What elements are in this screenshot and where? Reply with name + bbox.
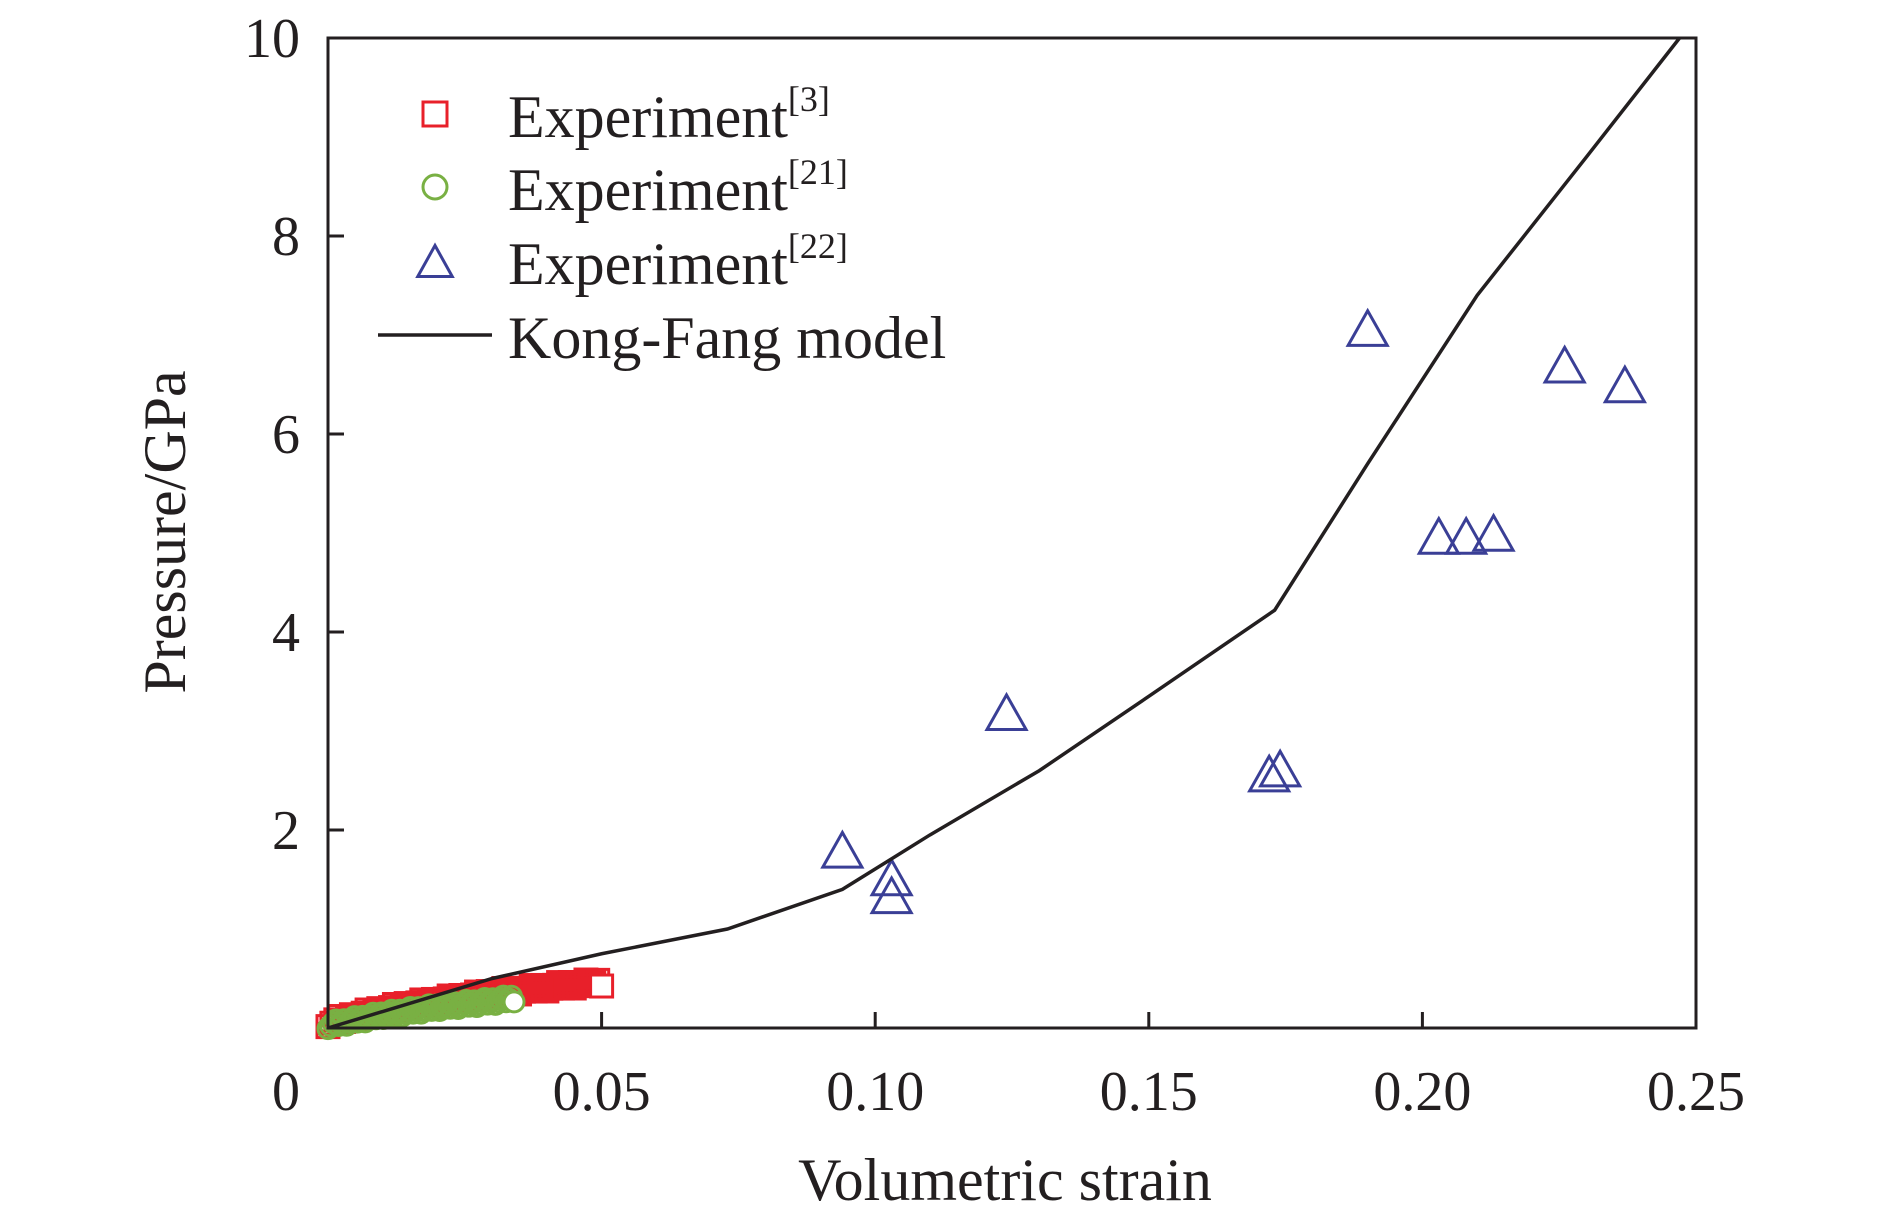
y-tick-label: 2	[272, 800, 300, 862]
model-line	[327, 36, 1681, 1030]
plot-series	[315, 36, 1681, 1041]
plot-frame	[326, 36, 1698, 1030]
data-point	[1345, 307, 1390, 347]
legend-item: Experiment[3]	[421, 79, 830, 150]
legend: Experiment[3]Experiment[21]Experiment[22…	[378, 79, 946, 371]
legend-square-swatch	[421, 100, 449, 128]
x-tick-label: 0.20	[1373, 1061, 1471, 1123]
data-point	[589, 973, 615, 999]
legend-circle-swatch	[421, 173, 449, 201]
legend-label-text: Experiment	[508, 231, 788, 297]
data-point	[1258, 748, 1303, 788]
x-tick-label: 0.15	[1100, 1061, 1198, 1123]
data-point	[869, 874, 914, 915]
legend-label: Experiment[22]	[508, 226, 848, 297]
y-tick-label: 6	[272, 404, 300, 466]
series-line	[327, 36, 1681, 1030]
data-point	[1542, 344, 1587, 384]
data-point	[502, 990, 526, 1014]
axis-ticks: 0 0.05 0.10 0.15 0.20 0.25 2 4 6 8 10	[244, 8, 1745, 1123]
legend-reference: [21]	[788, 152, 848, 192]
legend-reference: [22]	[788, 226, 848, 266]
x-tick-label: 0.25	[1647, 1061, 1745, 1123]
y-axis-label: Pressure/GPa	[132, 370, 198, 693]
legend-triangle-swatch	[415, 242, 455, 278]
y-tick-label: 4	[272, 602, 300, 664]
x-tick-label: 0	[272, 1061, 300, 1123]
series-triangle	[820, 307, 1647, 915]
x-tick-label: 0.05	[553, 1061, 651, 1123]
legend-label-text: Kong-Fang model	[508, 305, 946, 371]
y-tick-label: 8	[272, 206, 300, 268]
legend-label: Experiment[21]	[508, 152, 848, 223]
legend-label-text: Experiment	[508, 84, 788, 150]
data-point	[984, 691, 1029, 731]
data-point	[1602, 364, 1647, 404]
legend-label: Experiment[3]	[508, 79, 830, 150]
x-axis-label: Volumetric strain	[798, 1147, 1212, 1213]
data-point	[1444, 515, 1489, 555]
legend-item: Kong-Fang model	[378, 305, 946, 371]
legend-reference: [3]	[788, 79, 830, 119]
data-point	[1471, 512, 1516, 552]
legend-label-text: Experiment	[508, 157, 788, 223]
legend-label: Kong-Fang model	[508, 305, 946, 371]
x-tick-label: 0.10	[826, 1061, 924, 1123]
legend-item: Experiment[21]	[421, 152, 848, 223]
data-point	[869, 857, 914, 897]
data-point	[820, 829, 865, 869]
y-tick-label: 10	[244, 8, 300, 70]
data-point	[1247, 753, 1292, 793]
legend-item: Experiment[22]	[415, 226, 848, 297]
data-point	[1416, 515, 1461, 555]
